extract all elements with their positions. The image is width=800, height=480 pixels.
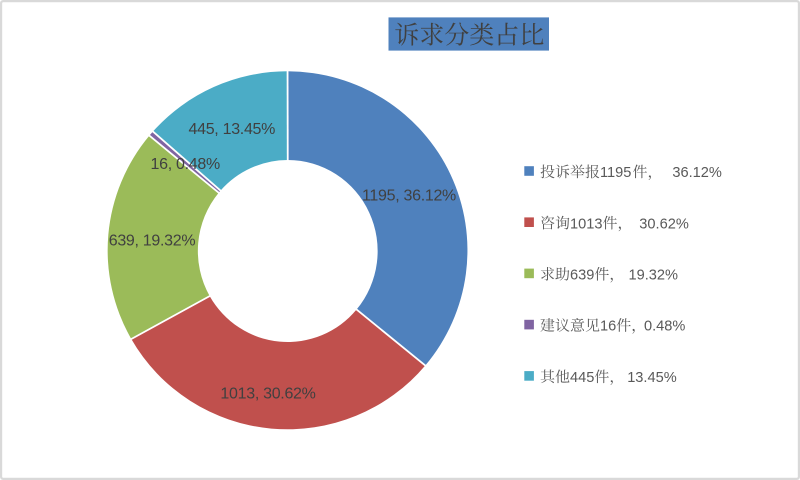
svg-text:19.32%: 19.32% bbox=[629, 268, 679, 284]
svg-text:16, 0.48%: 16, 0.48% bbox=[151, 156, 220, 173]
svg-text:1195, 36.12%: 1195, 36.12% bbox=[362, 187, 456, 204]
svg-text:1195: 1195 bbox=[600, 165, 631, 181]
svg-text:16: 16 bbox=[600, 319, 616, 335]
svg-text:639, 19.32%: 639, 19.32% bbox=[109, 232, 196, 249]
svg-text:13.45%: 13.45% bbox=[627, 370, 677, 386]
svg-text:639: 639 bbox=[570, 268, 594, 284]
svg-text:1013, 30.62%: 1013, 30.62% bbox=[220, 385, 315, 402]
svg-text:36.12%: 36.12% bbox=[672, 165, 722, 181]
svg-text:445: 445 bbox=[570, 370, 594, 386]
svg-text:30.62%: 30.62% bbox=[639, 216, 689, 232]
svg-text:1013: 1013 bbox=[570, 216, 602, 232]
svg-text:445, 13.45%: 445, 13.45% bbox=[189, 121, 276, 138]
svg-text:0.48%: 0.48% bbox=[644, 319, 685, 335]
